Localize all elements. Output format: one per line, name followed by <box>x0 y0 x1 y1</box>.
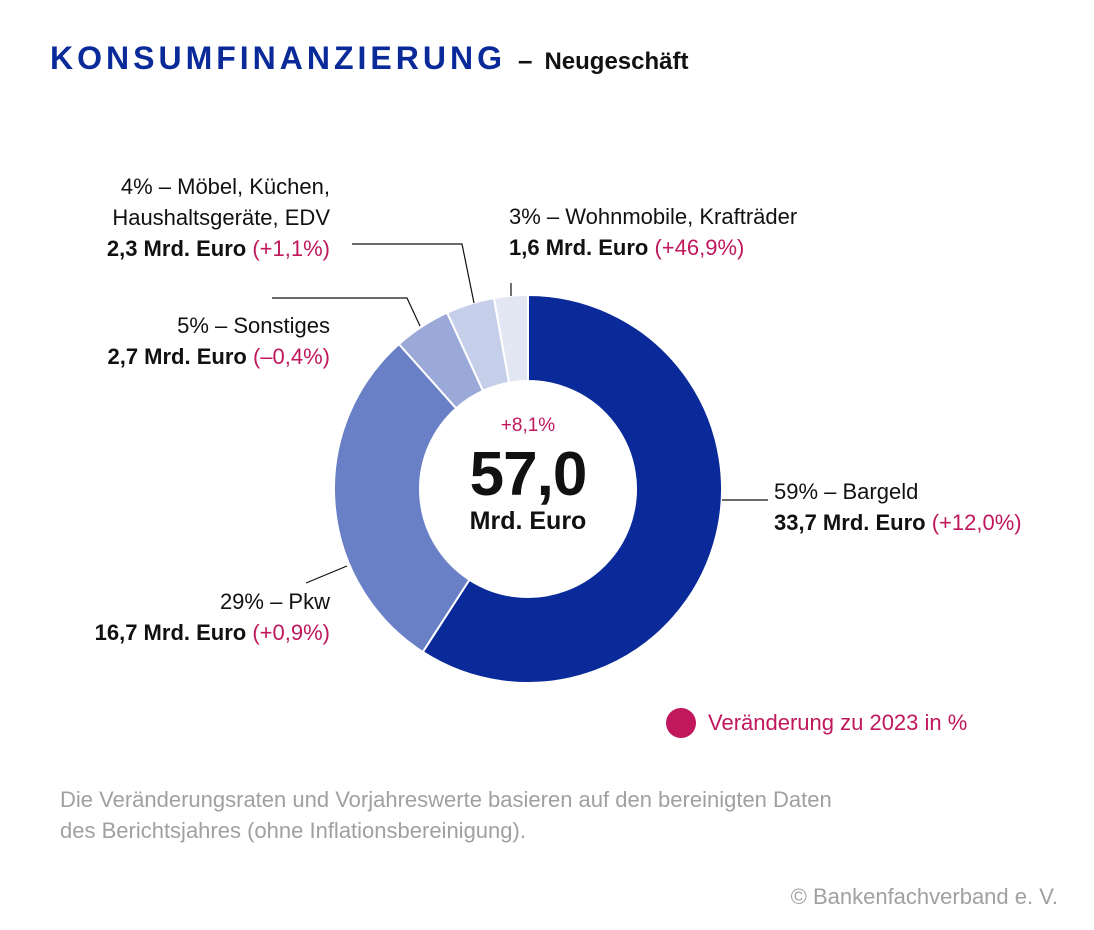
label-wohnmobile-share: 3% – Wohnmobile, Krafträder <box>509 204 798 229</box>
copyright: © Bankenfachverband e. V. <box>790 884 1058 909</box>
footnote-line-2: des Berichtsjahres (ohne Inflationsberei… <box>60 818 526 843</box>
label-moebel-change: (+1,1%) <box>252 236 330 261</box>
footnote: Die Veränderungsraten und Vorjahreswerte… <box>60 784 832 846</box>
label-pkw-share: 29% – Pkw <box>219 589 330 614</box>
label-bargeld-amount: 33,7 Mrd. Euro <box>774 510 926 535</box>
label-moebel: 4% – Möbel, Küchen, Haushaltsgeräte, EDV… <box>107 171 330 264</box>
chart-title: KONSUMFINANZIERUNG – Neugeschäft <box>50 40 689 80</box>
footnote-line-1: Die Veränderungsraten und Vorjahreswerte… <box>60 787 832 812</box>
label-bargeld-share: 59% – Bargeld <box>774 479 919 504</box>
total-value: 57,0 <box>469 440 588 509</box>
label-moebel-amount: 2,3 Mrd. Euro <box>106 236 247 261</box>
label-pkw-change: (+0,9%) <box>252 620 330 645</box>
label-moebel-share-cont: Haushaltsgeräte, EDV <box>112 205 330 230</box>
donut-slice-bargeld <box>421 293 723 684</box>
label-moebel-share: 4% – Möbel, Küchen, <box>120 174 330 199</box>
label-sonstiges-change: (–0,4%) <box>252 344 330 369</box>
donut-slice-pkw <box>333 342 471 654</box>
label-bargeld-change: (+12,0%) <box>931 510 1022 535</box>
title-main: KONSUMFINANZIERUNG <box>50 40 506 76</box>
label-sonstiges-amount: 2,7 Mrd. Euro <box>107 344 247 369</box>
label-sonstiges: 5% – Sonstiges 2,7 Mrd. Euro (–0,4%) <box>107 310 330 372</box>
title-subtitle: Neugeschäft <box>544 48 689 75</box>
donut-center: +8,1% 57,0 Mrd. Euro <box>420 414 636 536</box>
leader-line-moebel <box>352 243 475 304</box>
total-unit: Mrd. Euro <box>469 507 587 535</box>
leader-line-pkw <box>305 565 348 584</box>
leader-line-sonstiges <box>272 297 421 327</box>
legend: Veränderung zu 2023 in % <box>666 708 967 738</box>
title-dash: – <box>517 45 533 75</box>
label-wohnmobile: 3% – Wohnmobile, Krafträder 1,6 Mrd. Eur… <box>509 201 797 263</box>
label-pkw-amount: 16,7 Mrd. Euro <box>94 620 247 645</box>
label-wohnmobile-amount: 1,6 Mrd. Euro <box>509 235 649 260</box>
label-sonstiges-share: 5% – Sonstiges <box>177 313 330 338</box>
label-pkw: 29% – Pkw 16,7 Mrd. Euro (+0,9%) <box>95 586 330 648</box>
label-bargeld: 59% – Bargeld 33,7 Mrd. Euro (+12,0%) <box>774 476 1022 538</box>
legend-label: Veränderung zu 2023 in % <box>708 710 968 735</box>
total-change: +8,1% <box>500 415 556 436</box>
legend-dot <box>666 708 696 738</box>
label-wohnmobile-change: (+46,9%) <box>654 235 745 260</box>
donut-slice-wohnmobile <box>492 293 529 384</box>
